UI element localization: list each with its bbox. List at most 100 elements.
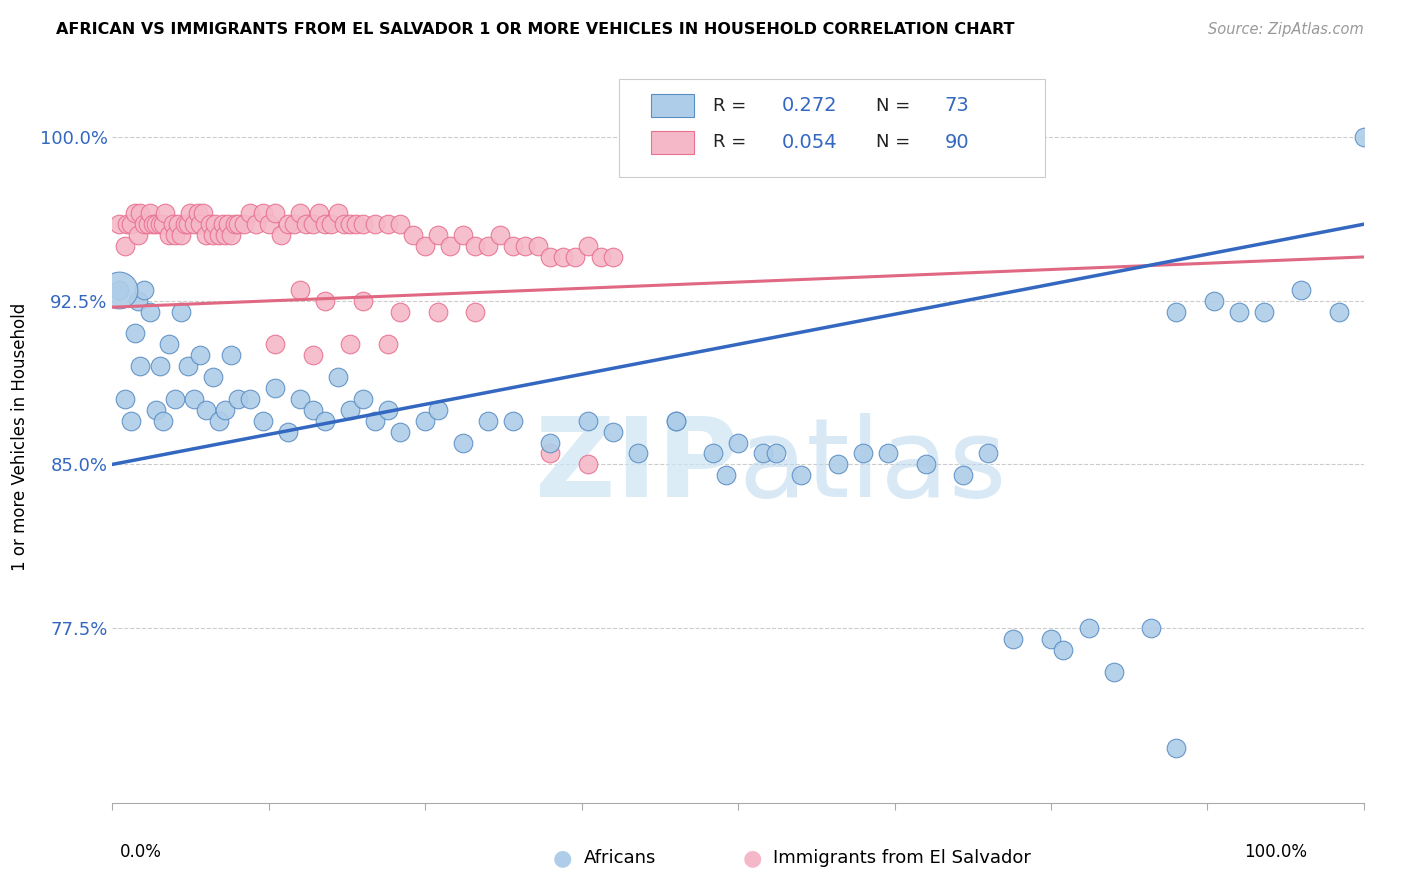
- Point: [627, 446, 650, 460]
- Point: [589, 250, 612, 264]
- Point: [576, 239, 599, 253]
- Text: 73: 73: [945, 96, 969, 115]
- Point: [877, 446, 900, 460]
- Point: [179, 206, 201, 220]
- Point: [201, 370, 224, 384]
- Point: [827, 458, 849, 472]
- Text: N =: N =: [876, 96, 915, 115]
- Point: [290, 206, 312, 220]
- Point: [107, 217, 129, 231]
- Point: [439, 239, 461, 253]
- Point: [188, 348, 211, 362]
- Text: 0.272: 0.272: [782, 96, 838, 115]
- Point: [477, 239, 499, 253]
- Text: 100.0%: 100.0%: [1244, 843, 1308, 861]
- Point: [1002, 632, 1025, 646]
- Point: [127, 293, 149, 308]
- Point: [301, 348, 323, 362]
- Point: [538, 250, 561, 264]
- Point: [226, 392, 249, 406]
- Point: [290, 283, 312, 297]
- Point: [977, 446, 1000, 460]
- FancyBboxPatch shape: [651, 94, 695, 118]
- Point: [333, 217, 356, 231]
- Point: [527, 239, 550, 253]
- Point: [117, 217, 139, 231]
- Point: [239, 206, 262, 220]
- Point: [195, 402, 218, 417]
- Point: [163, 392, 186, 406]
- FancyBboxPatch shape: [619, 78, 1045, 178]
- Point: [727, 435, 749, 450]
- Point: [664, 414, 686, 428]
- Point: [127, 228, 149, 243]
- Point: [321, 217, 343, 231]
- Point: [551, 250, 574, 264]
- Point: [152, 414, 174, 428]
- Point: [208, 228, 231, 243]
- Point: [915, 458, 938, 472]
- Point: [139, 304, 162, 318]
- Point: [413, 239, 436, 253]
- Point: [1253, 304, 1275, 318]
- Y-axis label: 1 or more Vehicles in Household: 1 or more Vehicles in Household: [10, 303, 28, 571]
- Point: [1140, 621, 1163, 635]
- Text: 0.0%: 0.0%: [120, 843, 162, 861]
- Point: [183, 392, 205, 406]
- Point: [1327, 304, 1350, 318]
- Point: [163, 228, 186, 243]
- Point: [664, 414, 686, 428]
- Point: [264, 381, 287, 395]
- Point: [389, 304, 412, 318]
- Point: [515, 239, 537, 253]
- Point: [564, 250, 586, 264]
- Point: [752, 446, 775, 460]
- Point: [326, 206, 349, 220]
- Point: [257, 217, 280, 231]
- Point: [451, 435, 474, 450]
- Point: [352, 217, 374, 231]
- Point: [314, 217, 336, 231]
- Point: [464, 304, 486, 318]
- Point: [252, 414, 274, 428]
- Point: [364, 217, 387, 231]
- Point: [226, 217, 249, 231]
- Point: [314, 414, 336, 428]
- Point: [339, 402, 361, 417]
- Point: [162, 217, 184, 231]
- Point: [364, 414, 387, 428]
- Point: [139, 206, 162, 220]
- Point: [314, 293, 336, 308]
- Point: [132, 217, 155, 231]
- Point: [152, 217, 174, 231]
- Point: [426, 304, 449, 318]
- Point: [166, 217, 188, 231]
- Point: [502, 239, 524, 253]
- Point: [174, 217, 197, 231]
- Text: atlas: atlas: [738, 413, 1007, 520]
- Text: 90: 90: [945, 133, 969, 152]
- Point: [339, 217, 361, 231]
- Point: [538, 446, 561, 460]
- Point: [149, 359, 172, 373]
- Point: [120, 217, 142, 231]
- Point: [1164, 741, 1187, 756]
- Point: [301, 217, 323, 231]
- Point: [576, 414, 599, 428]
- Point: [149, 217, 172, 231]
- Point: [245, 217, 267, 231]
- Point: [790, 468, 813, 483]
- Point: [389, 425, 412, 439]
- Point: [132, 283, 155, 297]
- Point: [952, 468, 974, 483]
- Point: [402, 228, 425, 243]
- Point: [576, 458, 599, 472]
- Point: [232, 217, 254, 231]
- FancyBboxPatch shape: [651, 130, 695, 154]
- Text: Immigrants from El Salvador: Immigrants from El Salvador: [773, 849, 1031, 867]
- Text: 0.054: 0.054: [782, 133, 838, 152]
- Point: [145, 402, 167, 417]
- Point: [208, 414, 231, 428]
- Point: [277, 425, 299, 439]
- Point: [145, 217, 167, 231]
